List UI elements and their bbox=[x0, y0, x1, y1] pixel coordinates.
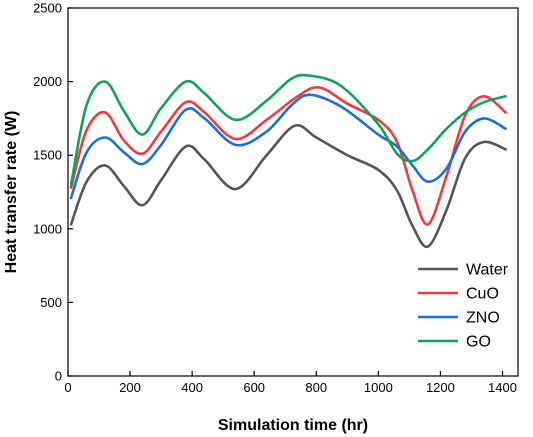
x-tick-label: 1000 bbox=[364, 380, 393, 395]
x-tick-label: 600 bbox=[243, 380, 265, 395]
series-line-go bbox=[69, 73, 507, 186]
series-line-water bbox=[69, 123, 507, 249]
legend-label-zno: ZNO bbox=[466, 310, 500, 327]
x-tick-label: 400 bbox=[181, 380, 203, 395]
x-tick-label: 800 bbox=[305, 380, 327, 395]
series-line-cuo bbox=[69, 86, 507, 226]
legend-label-water: Water bbox=[466, 262, 509, 279]
y-tick-label: 500 bbox=[40, 295, 62, 310]
x-tick-label: 1200 bbox=[426, 380, 455, 395]
legend-label-cuo: CuO bbox=[466, 286, 499, 303]
y-tick-label: 2500 bbox=[33, 1, 62, 16]
series-line-zno bbox=[69, 93, 507, 200]
legend: Water CuO ZNO GO bbox=[418, 262, 509, 351]
x-tick-label: 200 bbox=[119, 380, 141, 395]
y-tick-label: 1500 bbox=[33, 148, 62, 163]
plot-axes: 0 200 400 600 800 1000 1200 1400 0 500 1000 1500 200… bbox=[33, 1, 519, 395]
x-tick-label: 1400 bbox=[488, 380, 517, 395]
y-tick-label: 1000 bbox=[33, 221, 62, 236]
y-tick-label: 0 bbox=[55, 369, 62, 384]
x-axis-title: Simulation time (hr) bbox=[218, 417, 368, 434]
legend-label-go: GO bbox=[466, 334, 491, 351]
plot-frame bbox=[67, 7, 519, 377]
y-tick-label: 2000 bbox=[33, 74, 62, 89]
x-tick-label: 0 bbox=[64, 380, 71, 395]
series-lines bbox=[69, 73, 507, 249]
y-axis-title: Heat transfer rate (W) bbox=[3, 111, 20, 274]
